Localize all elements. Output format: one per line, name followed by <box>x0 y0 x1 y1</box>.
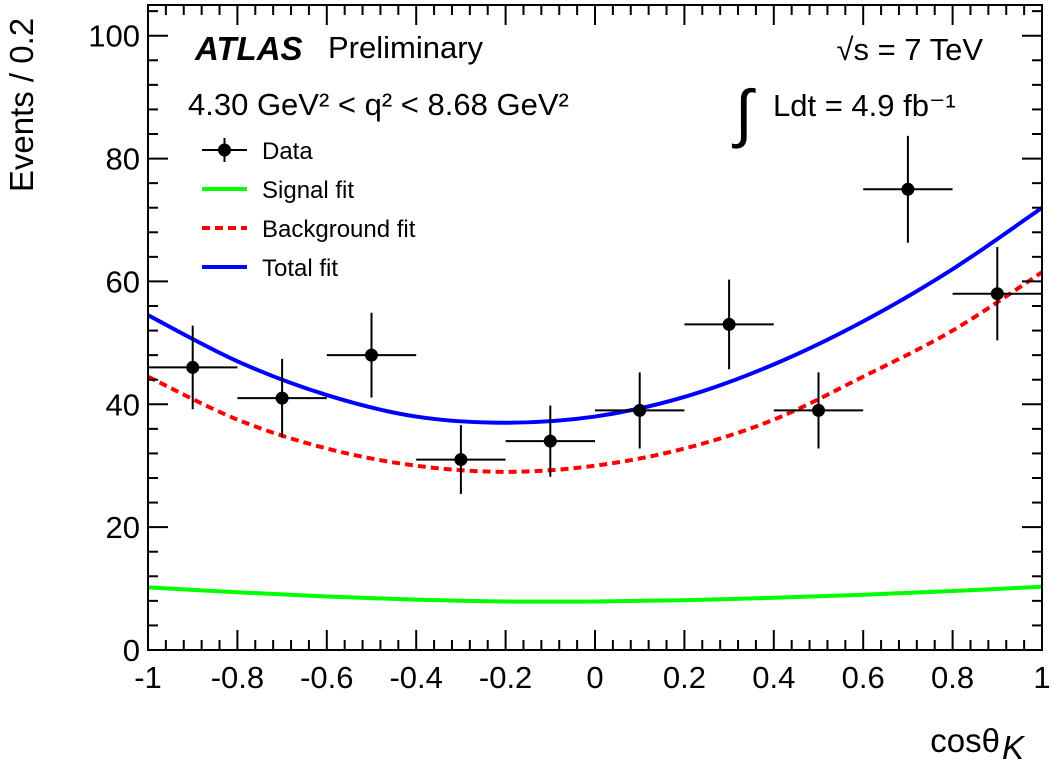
sqrt-s-label: √s = 7 TeV <box>836 32 983 67</box>
data-point-marker <box>186 360 200 374</box>
data-point <box>595 372 685 449</box>
data-point <box>952 247 1042 341</box>
x-tick-label: 0.6 <box>842 660 885 695</box>
legend-item: Data <box>202 138 313 165</box>
preliminary-label: Preliminary <box>328 30 484 65</box>
x-tick-label: 0.2 <box>663 660 706 695</box>
legend-item: Signal fit <box>202 177 354 204</box>
data-point <box>237 358 327 438</box>
data-point-marker <box>543 434 557 448</box>
y-tick-label: 100 <box>88 19 140 54</box>
x-tick-label: 0.8 <box>931 660 974 695</box>
data-point <box>684 279 774 370</box>
y-tick-label: 60 <box>106 264 140 299</box>
data-point <box>773 372 864 449</box>
x-tick-label: -0.8 <box>211 660 264 695</box>
legend-item: Total fit <box>202 255 338 282</box>
total-fit-curve <box>147 206 1044 425</box>
data-point-marker <box>812 403 825 417</box>
x-tick-label: -0.4 <box>389 660 442 695</box>
legend-item: Background fit <box>202 216 416 243</box>
data-point-marker <box>901 182 915 196</box>
x-tick-label: -0.2 <box>479 660 532 695</box>
y-tick-label: 0 <box>123 633 140 668</box>
data-point-marker <box>722 317 736 331</box>
data-point-marker <box>633 403 647 417</box>
x-axis-title-subscript: K <box>1002 729 1026 766</box>
x-tick-label: -0.6 <box>300 660 353 695</box>
x-axis-title: cosθ <box>930 722 1000 759</box>
legend-label: Data <box>262 138 313 165</box>
x-tick-label: 0.4 <box>752 660 795 695</box>
legend-label: Signal fit <box>262 177 354 204</box>
x-tick-label: -1 <box>134 660 162 695</box>
atlas-label: ATLAS <box>194 30 303 67</box>
data-point-marker <box>365 348 378 362</box>
legend-data-marker <box>218 143 231 157</box>
x-tick-label: 0 <box>586 660 603 695</box>
data-point <box>326 312 417 398</box>
integral-sign: ∫ <box>731 77 756 149</box>
data-point <box>505 405 595 477</box>
data-point-marker <box>275 391 289 405</box>
data-point-marker <box>990 287 1004 301</box>
x-tick-label: 1 <box>1033 660 1050 695</box>
data-point <box>416 425 506 494</box>
legend-label: Total fit <box>262 255 338 282</box>
y-tick-label: 40 <box>106 387 140 422</box>
y-tick-label: 80 <box>106 142 140 177</box>
luminosity-label: Ldt = 4.9 fb⁻¹ <box>773 88 956 123</box>
data-point-marker <box>454 453 468 467</box>
q2-range-label: 4.30 GeV² < q² < 8.68 GeV² <box>188 87 569 122</box>
legend-label: Background fit <box>262 216 416 243</box>
data-point <box>863 135 953 243</box>
y-tick-label: 20 <box>106 510 140 545</box>
y-axis-title: Events / 0.2 <box>3 18 40 192</box>
signal-fit-curve <box>147 584 1043 604</box>
data-point <box>148 325 238 410</box>
